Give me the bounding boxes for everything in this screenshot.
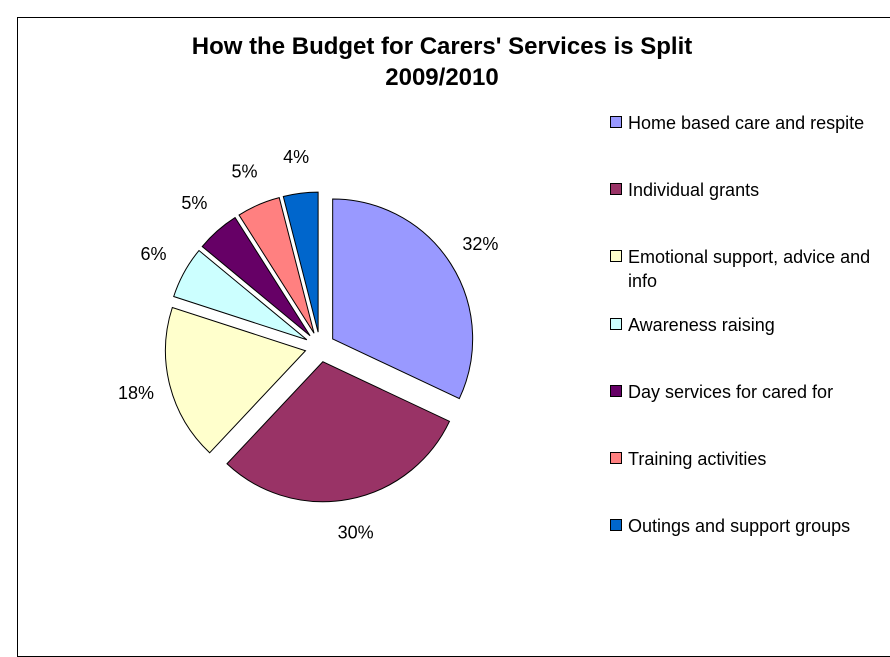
legend-label: Day services for cared for	[628, 382, 834, 402]
legend-swatch	[610, 519, 622, 531]
legend-swatch	[610, 385, 622, 397]
legend-swatch	[610, 452, 622, 464]
legend-item: Awareness raising	[610, 313, 890, 337]
pie-slice	[226, 361, 451, 503]
chart-title: How the Budget for Carers' Services is S…	[102, 31, 782, 93]
pie-chart: 32% 30% 18% 6% 5% 5% 4%	[118, 147, 498, 542]
pie-slice	[173, 249, 308, 341]
legend-item: Outings and support groups	[610, 514, 890, 538]
slice-label: 30%	[338, 522, 374, 542]
slice-label: 4%	[283, 147, 309, 167]
legend-item: Day services for cared for	[610, 380, 890, 404]
pie-slice	[164, 306, 307, 454]
slice-label: 5%	[181, 193, 207, 213]
chart-subtitle: 2009/2010	[385, 64, 499, 91]
pie-slice	[332, 198, 474, 400]
legend-label: Individual grants	[628, 180, 760, 200]
legend-item: Individual grants	[610, 178, 890, 202]
legend-label: Home based care and respite	[628, 113, 865, 133]
legend-swatch	[610, 183, 622, 195]
pie-slice	[282, 191, 319, 333]
chart-title-line-1: How the Budget for Carers' Services is S…	[191, 33, 693, 60]
pie-slice	[201, 216, 311, 337]
legend-label: Training activities	[628, 449, 767, 469]
legend-swatch	[610, 318, 622, 330]
slice-label: 32%	[462, 234, 498, 254]
legend-label: Emotional support, advice and info	[628, 247, 871, 291]
legend-label: Outings and support groups	[628, 516, 851, 536]
legend-item: Training activities	[610, 447, 890, 471]
legend-label: Awareness raising	[628, 315, 775, 335]
legend-swatch	[610, 116, 622, 128]
slice-label: 6%	[140, 244, 166, 264]
legend-swatch	[610, 250, 622, 262]
slice-label: 18%	[118, 383, 154, 403]
legend-item: Home based care and respite	[610, 111, 890, 135]
slice-label: 5%	[232, 161, 258, 181]
pie-slice	[238, 197, 315, 334]
legend-item: Emotional support, advice and info	[610, 245, 890, 293]
